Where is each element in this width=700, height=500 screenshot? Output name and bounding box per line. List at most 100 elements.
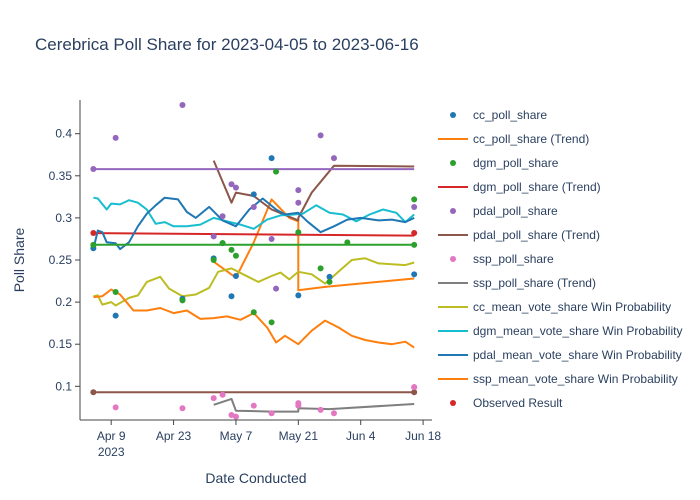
legend-item-ssp-poll-share[interactable]: ssp_poll_share xyxy=(450,252,554,266)
point-pdal xyxy=(210,233,217,240)
point-pdal xyxy=(90,166,97,173)
legend-label: Observed Result xyxy=(473,396,563,410)
y-tick-label: 0.4 xyxy=(55,127,72,141)
point-dgm xyxy=(179,297,186,304)
legend-label: cc_mean_vote_share Win Probability xyxy=(473,300,671,314)
point-dgm xyxy=(250,309,257,316)
legend-item-dgm-poll-share[interactable]: dgm_poll_share xyxy=(450,156,559,170)
legend-item-pdal-poll-share-trend-[interactable]: pdal_poll_share (Trend) xyxy=(438,228,600,242)
point-pdal xyxy=(330,155,337,162)
y-tick-label: 0.2 xyxy=(55,295,72,309)
legend-label: ssp_mean_vote_share Win Probability xyxy=(473,372,678,386)
legend[interactable]: cc_poll_share cc_poll_share (Trend) dgm_po… xyxy=(438,108,682,410)
endpoint-marker xyxy=(90,230,97,237)
y-tick-label: 0.15 xyxy=(49,337,73,351)
point-pdal xyxy=(232,184,239,191)
x-tick-label: May 7 xyxy=(220,429,253,443)
point-pdal xyxy=(179,102,186,109)
point-cc xyxy=(295,292,302,299)
point-dgm xyxy=(344,239,351,246)
point-pdal xyxy=(411,203,418,210)
point-dgm xyxy=(219,240,226,247)
y-tick-label: 0.1 xyxy=(55,379,72,393)
legend-label: pdal_mean_vote_share Win Probability xyxy=(473,348,682,362)
legend-marker-symbol xyxy=(450,256,456,262)
legend-label: pdal_poll_share xyxy=(473,204,558,218)
point-ssp xyxy=(232,413,239,420)
point-ssp xyxy=(250,402,257,409)
point-pdal xyxy=(228,181,235,188)
legend-label: ssp_poll_share (Trend) xyxy=(473,276,596,290)
endpoint-marker xyxy=(90,241,97,248)
point-dgm xyxy=(228,246,235,253)
point-ssp xyxy=(210,395,217,402)
legend-item-ssp-poll-share-trend-[interactable]: ssp_poll_share (Trend) xyxy=(438,276,596,290)
point-dgm xyxy=(268,319,275,326)
legend-item-observed-result[interactable]: Observed Result xyxy=(450,396,563,410)
x-tick-label: May 21 xyxy=(279,429,319,443)
chart-title: Cerebrica Poll Share for 2023-04-05 to 2… xyxy=(35,35,419,54)
point-pdal xyxy=(295,187,302,194)
series-line-ssp_win xyxy=(93,288,415,349)
legend-label: dgm_poll_share (Trend) xyxy=(473,180,601,194)
legend-marker-symbol xyxy=(450,160,456,166)
point-dgm xyxy=(273,168,280,175)
series-line-dgm_trend xyxy=(93,232,415,237)
endpoint-marker xyxy=(411,389,418,396)
legend-item-pdal-poll-share[interactable]: pdal_poll_share xyxy=(450,204,558,218)
legend-item-cc-mean-vote-share-win-probability[interactable]: cc_mean_vote_share Win Probability xyxy=(438,300,671,314)
y-tick-label: 0.3 xyxy=(55,211,72,225)
endpoint-marker xyxy=(295,400,302,407)
plot-area xyxy=(90,102,418,420)
legend-item-ssp-mean-vote-share-win-probability[interactable]: ssp_mean_vote_share Win Probability xyxy=(438,372,678,386)
point-ssp xyxy=(219,391,226,398)
series-line-dgm_win xyxy=(93,196,415,230)
legend-marker-symbol xyxy=(450,400,456,406)
point-dgm xyxy=(326,278,333,285)
point-dgm xyxy=(232,252,239,259)
endpoint-marker xyxy=(411,384,418,391)
legend-label: cc_poll_share (Trend) xyxy=(473,132,589,146)
legend-marker-symbol xyxy=(450,208,456,214)
series-line-pdal_win xyxy=(92,196,415,251)
point-pdal xyxy=(273,285,280,292)
point-pdal xyxy=(295,199,302,206)
y-tick-label: 0.25 xyxy=(49,253,73,267)
legend-label: cc_poll_share xyxy=(473,108,547,122)
point-pdal xyxy=(268,235,275,242)
x-axis-title: Date Conducted xyxy=(205,470,306,486)
x-tick-label: Jun 18 xyxy=(405,429,441,443)
legend-marker-symbol xyxy=(450,112,456,118)
endpoint-marker xyxy=(411,241,418,248)
legend-item-dgm-poll-share-trend-[interactable]: dgm_poll_share (Trend) xyxy=(438,180,601,194)
legend-label: ssp_poll_share xyxy=(473,252,554,266)
point-ssp xyxy=(179,405,186,412)
point-dgm xyxy=(295,229,302,236)
point-pdal xyxy=(219,213,226,220)
point-pdal xyxy=(250,203,257,210)
legend-item-pdal-mean-vote-share-win-probability[interactable]: pdal_mean_vote_share Win Probability xyxy=(438,348,682,362)
series-line-cc_win xyxy=(93,257,415,307)
point-cc xyxy=(326,273,333,280)
legend-item-cc-poll-share[interactable]: cc_poll_share xyxy=(450,108,547,122)
series-line-cc_trend xyxy=(213,198,415,292)
x-tick-year-label: 2023 xyxy=(98,445,125,459)
point-ssp xyxy=(330,410,337,417)
point-cc xyxy=(228,293,235,300)
legend-item-dgm-mean-vote-share-win-probability[interactable]: dgm_mean_vote_share Win Probability xyxy=(438,324,682,338)
point-cc xyxy=(250,191,257,198)
legend-item-cc-poll-share-trend-[interactable]: cc_poll_share (Trend) xyxy=(438,132,589,146)
y-axis-title: Poll Share xyxy=(11,227,27,292)
point-pdal xyxy=(112,134,119,141)
point-dgm xyxy=(317,265,324,272)
point-pdal xyxy=(317,132,324,139)
point-dgm xyxy=(112,289,119,295)
point-cc xyxy=(112,312,119,319)
endpoint-marker xyxy=(90,389,97,396)
point-dgm xyxy=(411,196,418,203)
point-dgm xyxy=(210,257,217,263)
axes: 0.1 0.15 0.2 0.25 0.3 0.35 0.4 Apr 9 2023 Apr 23 M… xyxy=(49,100,441,459)
x-tick-label: Apr 9 xyxy=(97,429,126,443)
series-line-ssp_trend xyxy=(213,397,415,413)
